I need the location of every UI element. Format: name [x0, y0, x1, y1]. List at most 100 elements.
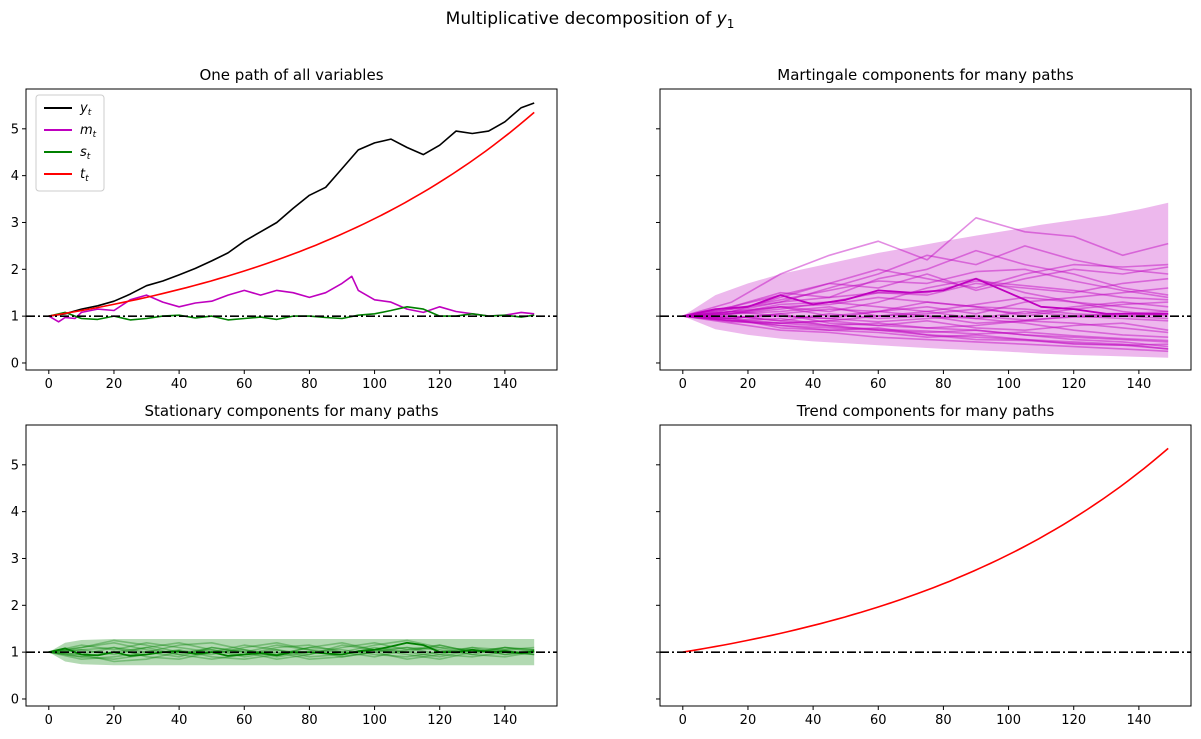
- plot-area: [26, 639, 557, 666]
- series-line-3: [682, 301, 1169, 317]
- plot-area: [26, 102, 557, 323]
- series-line-21: [682, 301, 1169, 317]
- x-tick-label: 40: [805, 377, 822, 392]
- series-line-12: [682, 315, 1169, 343]
- x-tick-label: 80: [301, 377, 318, 392]
- figure-title-text: Multiplicative decomposition of: [446, 9, 717, 29]
- plot-area: [660, 202, 1191, 358]
- y-tick-label: 1: [11, 310, 19, 325]
- y-tick-label: 0: [11, 692, 19, 707]
- y-tick-label: 4: [11, 505, 19, 520]
- series-line-9: [48, 646, 535, 660]
- series-line-24: [682, 315, 1169, 342]
- series-line-y-t: [48, 102, 535, 317]
- x-tick-label: 0: [679, 713, 687, 728]
- x-tick-label: 140: [1126, 713, 1151, 728]
- y-tick-label: 3: [11, 552, 19, 567]
- series-line-14: [682, 310, 1169, 338]
- figure-title: Multiplicative decomposition of y1: [446, 9, 735, 31]
- panel-title: One path of all variables: [199, 66, 383, 84]
- legend-box: [35, 94, 105, 192]
- y-tick-label: 4: [11, 169, 19, 184]
- series-line-15: [682, 263, 1169, 317]
- x-tick-label: 80: [935, 377, 952, 392]
- x-tick-label: 20: [106, 713, 123, 728]
- y-tick-label: 5: [11, 458, 19, 473]
- x-tick-label: 0: [45, 377, 53, 392]
- axes-frame: [25, 88, 558, 371]
- series-line-m-t: [48, 275, 535, 323]
- y-tick-label: 2: [11, 599, 19, 614]
- x-tick-label: 20: [740, 713, 757, 728]
- panel-d: Trend components for many paths 0 20 40 60 80…: [656, 402, 1192, 728]
- x-tick-label: 20: [106, 377, 123, 392]
- series-line-7: [48, 646, 535, 663]
- series-line-23: [682, 280, 1169, 317]
- axes-frame: [659, 424, 1192, 707]
- x-tick-label: 40: [171, 713, 188, 728]
- figure-title-sub: 1: [727, 17, 735, 31]
- series-line-0: [682, 447, 1169, 653]
- x-tick-label: 0: [45, 713, 53, 728]
- series-line-1: [682, 217, 1169, 317]
- y-tick-label: 3: [11, 216, 19, 231]
- legend-label: mt: [80, 123, 97, 140]
- x-tick-label: 60: [870, 713, 887, 728]
- series-line-13: [682, 277, 1169, 317]
- x-tick-label: 100: [996, 713, 1021, 728]
- series-line-4: [682, 315, 1169, 350]
- series-line-16: [682, 315, 1169, 346]
- x-tick-label: 120: [427, 377, 452, 392]
- series-line-17: [682, 296, 1169, 317]
- x-tick-label: 20: [740, 377, 757, 392]
- x-tick-label: 140: [492, 377, 517, 392]
- legend-label: yt: [79, 101, 92, 118]
- series-line-20: [682, 315, 1169, 350]
- series-line-6: [48, 639, 535, 656]
- series-line-5: [682, 249, 1169, 317]
- x-tick-label: 0: [679, 377, 687, 392]
- series-line-s-t: [48, 306, 535, 321]
- x-tick-label: 80: [935, 713, 952, 728]
- plot-area: [660, 447, 1191, 653]
- series-line-1: [48, 646, 535, 660]
- x-tick-label: 100: [362, 377, 387, 392]
- x-tick-label: 120: [427, 713, 452, 728]
- x-tick-label: 40: [171, 377, 188, 392]
- x-tick-label: 100: [996, 377, 1021, 392]
- series-line-5: [48, 644, 535, 660]
- axes-frame: [25, 424, 558, 707]
- x-tick-label: 140: [492, 713, 517, 728]
- figure-title-var: y: [716, 9, 728, 29]
- series-line-t-t: [48, 111, 535, 317]
- confidence-band: [682, 202, 1169, 358]
- series-line-25: [682, 296, 1169, 317]
- series-line-0: [682, 266, 1169, 317]
- series-line-2: [682, 315, 1169, 348]
- panel-title: Martingale components for many paths: [777, 66, 1074, 84]
- y-tick-label: 1: [11, 646, 19, 661]
- highlight-path-line: [682, 277, 1169, 317]
- series-line-9: [682, 287, 1169, 320]
- panel-title: Stationary components for many paths: [144, 402, 438, 420]
- y-tick-label: 2: [11, 263, 19, 278]
- series-line-11: [682, 277, 1169, 317]
- panel-b: Martingale components for many paths 0 20 4…: [656, 66, 1192, 392]
- series-line-19: [682, 268, 1169, 317]
- series-line-8: [682, 315, 1169, 353]
- x-tick-label: 60: [236, 377, 253, 392]
- y-tick-label: 5: [11, 122, 19, 137]
- series-line-8: [48, 642, 535, 656]
- axes-frame: [659, 88, 1192, 371]
- series-line-4: [48, 642, 535, 658]
- legend: yt mt st tt: [35, 94, 105, 192]
- x-tick-label: 120: [1061, 713, 1086, 728]
- y-tick-label: 0: [11, 356, 19, 371]
- x-tick-label: 80: [301, 713, 318, 728]
- x-tick-label: 60: [870, 377, 887, 392]
- legend-label: tt: [80, 167, 89, 184]
